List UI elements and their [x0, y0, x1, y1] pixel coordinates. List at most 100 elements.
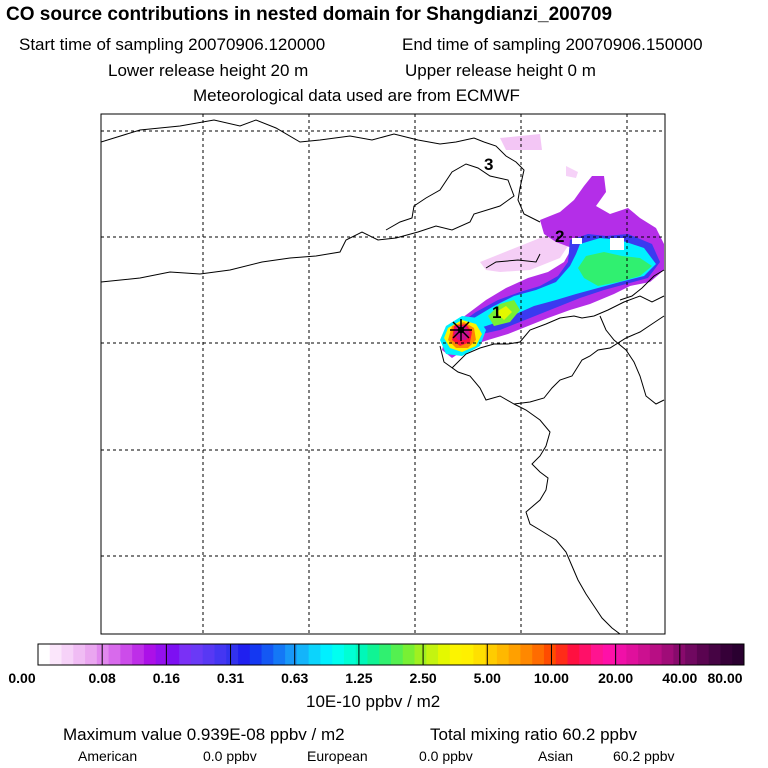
colorbar-cell	[485, 644, 498, 665]
colorbar-cell	[567, 644, 580, 665]
colorbar-cell	[238, 644, 251, 665]
colorbar-tick-label: 0.00	[8, 670, 36, 686]
coast-east	[483, 141, 541, 223]
map-frame	[100, 113, 666, 635]
colorbar-cell	[61, 644, 74, 665]
coast-korea	[599, 315, 665, 405]
colorbar-cell	[438, 644, 451, 665]
colorbar-tick-label: 0.16	[152, 670, 180, 686]
colorbar-cell	[132, 644, 145, 665]
end-time: End time of sampling 20070906.150000	[402, 35, 703, 54]
colorbar-tick-label: 5.00	[473, 670, 501, 686]
colorbar-cell	[379, 644, 392, 665]
marker-3: 3	[484, 155, 493, 174]
asian-label: Asian	[538, 748, 574, 764]
colorbar-cell	[49, 644, 62, 665]
colorbar-cell	[108, 644, 121, 665]
colorbar-tick-label: 80.00	[707, 670, 743, 686]
colorbar-cell	[449, 644, 462, 665]
plot-title: CO source contributions in nested domain…	[6, 4, 613, 25]
plume-yellow	[496, 306, 512, 320]
colorbar-cell	[167, 644, 180, 665]
colorbar-cell	[355, 644, 368, 665]
colorbar-cell	[555, 644, 568, 665]
coast-south	[513, 403, 621, 634]
colorbar-cell	[638, 644, 651, 665]
coast-bohai	[451, 295, 665, 369]
plume-pale-edge	[566, 166, 578, 178]
colorbar-cell	[602, 644, 615, 665]
colorbar-cell	[202, 644, 215, 665]
european-label: European	[307, 748, 368, 764]
marker-1: 1	[492, 303, 501, 322]
coast-shandong	[439, 315, 665, 405]
colorbar-cell	[308, 644, 321, 665]
plume-green	[578, 252, 652, 286]
upper-release-height: Upper release height 0 m	[405, 61, 596, 80]
lower-release-height: Lower release height 20 m	[108, 61, 309, 80]
colorbar	[37, 643, 745, 666]
colorbar-cell	[226, 644, 239, 665]
colorbar-tick-label: 0.08	[88, 670, 116, 686]
colorbar-cell	[190, 644, 204, 665]
colorbar-cell	[414, 644, 427, 665]
colorbar-cell	[649, 644, 663, 665]
colorbar-cell	[520, 644, 533, 665]
colorbar-cell	[461, 644, 474, 665]
colorbar-cell	[496, 644, 510, 665]
colorbar-cell	[249, 644, 262, 665]
colorbar-cell	[261, 644, 274, 665]
colorbar-cell	[214, 644, 227, 665]
colorbar-tick-label: 0.31	[216, 670, 245, 686]
colorbar-cell	[320, 644, 333, 665]
colorbar-cell	[73, 644, 86, 665]
colorbar-cell	[343, 644, 357, 665]
colorbar-cell	[332, 644, 345, 665]
total-mixing-ratio: Total mixing ratio 60.2 ppbv	[430, 725, 637, 744]
colorbar-tick-label: 40.00	[662, 670, 698, 686]
colorbar-cell	[367, 644, 380, 665]
plume-hole	[610, 238, 624, 250]
colorbar-cell	[143, 644, 157, 665]
colorbar-cell	[708, 644, 721, 665]
american-label: American	[78, 748, 138, 764]
colorbar-cell	[296, 644, 310, 665]
colorbar-tick-label: 20.00	[598, 670, 634, 686]
met-data-source: Meteorological data used are from ECMWF	[193, 86, 520, 105]
colorbar-cell	[614, 644, 627, 665]
colorbar-cell	[732, 644, 745, 665]
colorbar-cell	[85, 644, 98, 665]
colorbar-cell	[426, 644, 439, 665]
border-mongolia	[101, 163, 515, 283]
colorbar-cell	[179, 644, 192, 665]
plume-faint-pink	[500, 134, 542, 150]
colorbar-tick-label: 2.50	[409, 670, 437, 686]
colorbar-cell	[402, 644, 415, 665]
colorbar-cell	[532, 644, 545, 665]
coast-korea-2	[619, 269, 665, 301]
colorbar-cell	[685, 644, 698, 665]
concentration-field	[440, 134, 664, 358]
colorbar-cell	[285, 644, 298, 665]
source-marker	[450, 319, 472, 341]
start-time: Start time of sampling 20070906.120000	[19, 35, 326, 54]
coast-main	[485, 253, 541, 269]
coastlines	[101, 119, 665, 634]
colorbar-frame	[37, 643, 745, 666]
plume-hole-2	[572, 238, 582, 244]
european-value: 0.0 ppbv	[419, 748, 473, 764]
colorbar-cell	[543, 644, 557, 665]
colorbar-cell	[273, 644, 286, 665]
colorbar-cell	[591, 644, 604, 665]
border-north	[101, 119, 485, 145]
colorbar-cell	[696, 644, 710, 665]
colorbar-cell	[96, 644, 109, 665]
colorbar-cell	[508, 644, 521, 665]
colorbar-cell	[720, 644, 733, 665]
colorbar-cell	[473, 644, 486, 665]
lat-lon-grid	[101, 114, 665, 634]
american-value: 0.0 ppbv	[203, 748, 257, 764]
colorbar-cell	[579, 644, 592, 665]
colorbar-tick-label: 10.00	[533, 670, 569, 686]
